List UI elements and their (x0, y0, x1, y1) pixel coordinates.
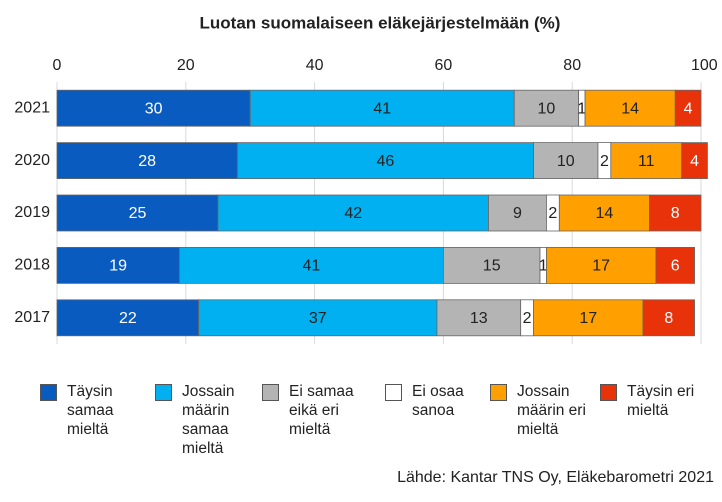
legend-item: Täysin eri mieltä (600, 382, 707, 420)
x-tick-label: 80 (563, 57, 581, 74)
bar-segment (610, 142, 683, 180)
legend-item: Ei samaa eikä eri mieltä (262, 382, 369, 439)
value-label: 14 (621, 100, 639, 117)
chart: Luotan suomalaiseen eläkejärjestelmään (… (14, 13, 722, 344)
y-tick-label: 2021 (14, 99, 50, 116)
bar-segment (642, 299, 695, 337)
bar-segment (655, 246, 695, 284)
source-note: Lähde: Kantar TNS Oy, Eläkebarometri 202… (397, 469, 714, 486)
value-label: 46 (377, 153, 395, 170)
x-tick-label: 0 (53, 57, 62, 74)
x-tick-label: 60 (435, 57, 453, 74)
value-label: 15 (483, 258, 501, 275)
value-label: 41 (302, 258, 320, 275)
value-label: 1 (577, 100, 586, 117)
bar-segment (56, 194, 219, 232)
value-label: 8 (664, 310, 673, 327)
legend-item: Jossain määrin samaa mieltä (155, 382, 262, 458)
bar-segment (178, 246, 444, 284)
legend-swatch (155, 384, 172, 401)
bar-segment (558, 194, 650, 232)
legend-swatch (600, 384, 617, 401)
value-label: 2 (600, 153, 609, 170)
y-tick-label: 2020 (14, 152, 50, 169)
y-tick-label: 2017 (14, 309, 50, 326)
value-label: 9 (513, 205, 522, 222)
bar-segment (442, 246, 541, 284)
bar-segment (198, 299, 438, 337)
value-label: 30 (145, 100, 163, 117)
value-label: 1 (539, 258, 548, 275)
value-label: 2 (523, 310, 532, 327)
legend-swatch (40, 384, 57, 401)
value-label: 37 (309, 310, 327, 327)
value-label: 25 (129, 205, 147, 222)
bar-segment (56, 246, 180, 284)
value-label: 10 (538, 100, 556, 117)
value-label: 4 (690, 153, 699, 170)
value-label: 11 (638, 153, 655, 170)
legend-label: Jossain määrin samaa mieltä (182, 383, 235, 457)
bar-segment (674, 89, 702, 127)
legend: Täysin samaa mieltä Jossain määrin samaa … (0, 382, 722, 472)
bar-segment (533, 299, 644, 337)
bar-segment (546, 246, 657, 284)
value-label: 13 (470, 310, 488, 327)
legend-swatch (385, 384, 402, 401)
x-tick-label: 100 % (691, 57, 722, 74)
bar-segment (488, 194, 547, 232)
value-label: 28 (138, 153, 156, 170)
bar-segment (681, 142, 708, 180)
legend-item: Täysin samaa mieltä (40, 382, 147, 439)
x-tick-label: 40 (306, 57, 324, 74)
legend-label: Ei osaa sanoa (412, 383, 464, 419)
value-label: 19 (109, 258, 127, 275)
legend-swatch (262, 384, 279, 401)
value-label: 17 (592, 258, 610, 275)
value-label: 8 (671, 205, 680, 222)
bar-segment (436, 299, 522, 337)
value-label: 42 (344, 205, 362, 222)
value-label: 22 (119, 310, 137, 327)
value-label: 6 (671, 258, 680, 275)
value-label: 14 (596, 205, 614, 222)
y-tick-label: 2018 (14, 257, 50, 274)
legend-swatch (490, 384, 507, 401)
legend-label: Täysin eri mieltä (627, 383, 695, 419)
bar-segment (236, 142, 534, 180)
bar-segment (649, 194, 702, 232)
value-label: 2 (548, 205, 557, 222)
value-label: 4 (684, 100, 693, 117)
legend-item: Ei osaa sanoa (385, 382, 492, 420)
legend-item: Jossain määrin eri mieltä (490, 382, 597, 439)
value-label: 41 (373, 100, 391, 117)
bar-segment (217, 194, 489, 232)
bar-segment (56, 299, 200, 337)
legend-label: Ei samaa eikä eri mieltä (289, 383, 354, 438)
bar-segment (56, 142, 238, 180)
y-tick-label: 2019 (14, 204, 50, 221)
x-tick-label: 20 (177, 57, 195, 74)
value-label: 10 (557, 153, 575, 170)
bar-segment (533, 142, 599, 180)
chart-title: Luotan suomalaiseen eläkejärjestelmään (… (200, 13, 561, 32)
legend-label: Jossain määrin eri mieltä (517, 383, 586, 438)
bar-segment (56, 89, 251, 127)
value-label: 17 (579, 310, 597, 327)
legend-label: Täysin samaa mieltä (67, 383, 114, 438)
